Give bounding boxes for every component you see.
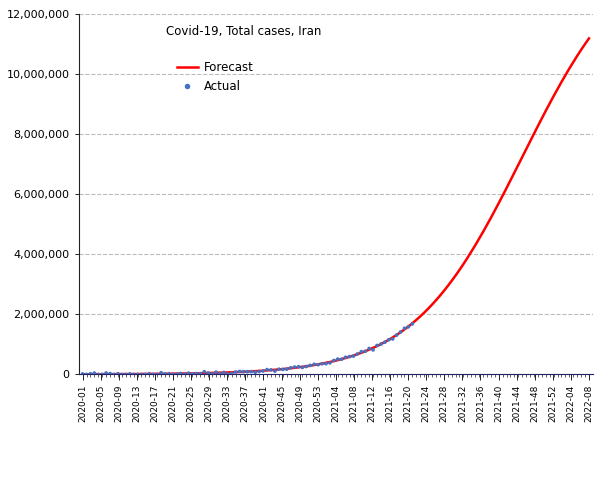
- Actual: [223, 370, 233, 378]
- Actual: [317, 360, 327, 368]
- Actual: [113, 370, 123, 378]
- Actual: [348, 352, 358, 360]
- Actual: [148, 371, 158, 378]
- Actual: [195, 370, 205, 377]
- Actual: [85, 370, 95, 378]
- Actual: [192, 370, 201, 377]
- Actual: [309, 360, 319, 368]
- Actual: [250, 369, 260, 376]
- Actual: [345, 353, 355, 360]
- Line: Forecast: Forecast: [82, 38, 589, 374]
- Actual: [356, 348, 366, 356]
- Actual: [105, 370, 115, 377]
- Actual: [227, 370, 237, 377]
- Actual: [262, 366, 272, 373]
- Forecast: [523, 146, 530, 152]
- Actual: [270, 367, 280, 375]
- Actual: [82, 371, 91, 378]
- Actual: [333, 355, 342, 363]
- Forecast: [440, 288, 447, 294]
- Actual: [156, 369, 166, 377]
- Actual: [188, 370, 197, 378]
- Actual: [306, 361, 315, 369]
- Actual: [384, 336, 394, 344]
- Actual: [368, 346, 378, 354]
- Actual: [341, 353, 350, 361]
- Actual: [137, 371, 146, 378]
- Actual: [337, 355, 347, 363]
- Actual: [132, 371, 142, 378]
- Actual: [274, 365, 284, 373]
- Forecast: [507, 178, 514, 183]
- Actual: [211, 368, 221, 376]
- Actual: [396, 328, 405, 336]
- Actual: [184, 369, 194, 377]
- Actual: [254, 368, 264, 375]
- Actual: [282, 365, 292, 373]
- Actual: [301, 363, 311, 371]
- Forecast: [542, 108, 549, 114]
- Actual: [400, 324, 410, 332]
- Forecast: [586, 36, 593, 41]
- Legend: Forecast, Actual: Forecast, Actual: [172, 56, 258, 97]
- Actual: [208, 370, 217, 378]
- Actual: [172, 370, 182, 378]
- Actual: [168, 371, 178, 378]
- Actual: [388, 335, 397, 343]
- Actual: [380, 338, 390, 346]
- Actual: [293, 363, 303, 371]
- Actual: [90, 369, 99, 377]
- Actual: [231, 368, 241, 376]
- Actual: [97, 371, 107, 378]
- Actual: [93, 371, 103, 378]
- Actual: [313, 361, 323, 369]
- Actual: [145, 370, 154, 378]
- Actual: [325, 359, 335, 367]
- Actual: [77, 370, 87, 378]
- Actual: [258, 367, 268, 375]
- Actual: [125, 370, 134, 378]
- Actual: [372, 342, 382, 349]
- Actual: [243, 368, 252, 375]
- Actual: [404, 323, 413, 331]
- Actual: [321, 360, 331, 368]
- Actual: [203, 369, 213, 377]
- Actual: [290, 363, 299, 371]
- Actual: [353, 350, 362, 358]
- Actual: [298, 364, 307, 372]
- Actual: [239, 368, 249, 375]
- Actual: [392, 331, 402, 339]
- Actual: [109, 371, 119, 378]
- Actual: [160, 370, 170, 378]
- Actual: [180, 371, 189, 378]
- Actual: [329, 357, 339, 364]
- Actual: [101, 369, 111, 377]
- Actual: [140, 371, 150, 378]
- Actual: [176, 370, 186, 377]
- Forecast: [354, 351, 361, 357]
- Actual: [376, 340, 386, 348]
- Actual: [219, 369, 229, 376]
- Actual: [215, 370, 225, 377]
- Actual: [266, 366, 276, 374]
- Actual: [200, 368, 209, 375]
- Forecast: [79, 372, 86, 377]
- Actual: [361, 348, 370, 355]
- Actual: [278, 366, 287, 373]
- Actual: [364, 345, 374, 352]
- Text: Covid-19, Total cases, Iran: Covid-19, Total cases, Iran: [166, 25, 321, 38]
- Actual: [246, 368, 256, 375]
- Actual: [117, 371, 126, 378]
- Actual: [121, 371, 131, 378]
- Actual: [408, 320, 417, 328]
- Actual: [164, 370, 174, 378]
- Actual: [129, 371, 139, 378]
- Forecast: [102, 372, 110, 377]
- Actual: [286, 364, 295, 372]
- Actual: [235, 368, 244, 375]
- Actual: [152, 371, 162, 378]
